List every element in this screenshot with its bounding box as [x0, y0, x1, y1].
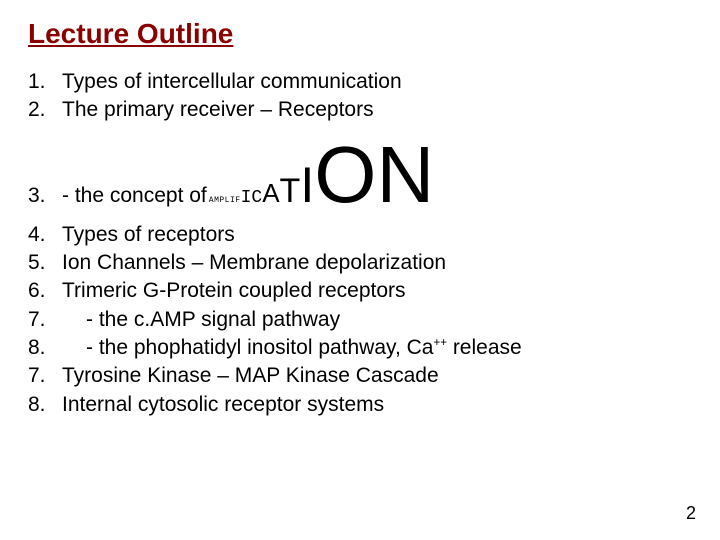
amp-seg-4: T — [280, 169, 301, 215]
slide-title: Lecture Outline — [28, 18, 692, 50]
superscript: ++ — [433, 337, 447, 349]
amp-seg-1: AMPLIF — [209, 196, 241, 207]
list-item: 8. - the phophatidyl inositol pathway, C… — [28, 334, 692, 362]
item-text: - the c.AMP signal pathway — [62, 306, 340, 334]
amp-seg-6: ON — [314, 143, 434, 207]
item-text: - the phophatidyl inositol pathway, Ca++… — [62, 334, 522, 362]
item-text: The primary receiver – Receptors — [62, 96, 374, 124]
item-number: 2. — [28, 96, 62, 124]
item-number: 1. — [28, 68, 62, 96]
item-text: Types of intercellular communication — [62, 68, 402, 96]
amplification-word: AMPLIF IC A T I ON — [209, 143, 434, 215]
list-item: 5. Ion Channels – Membrane depolarizatio… — [28, 249, 692, 277]
item-prefix: - the concept of — [62, 182, 207, 210]
page-number: 2 — [686, 503, 696, 524]
list-item: 6. Trimeric G-Protein coupled receptors — [28, 277, 692, 305]
list-item: 7. Tyrosine Kinase – MAP Kinase Cascade — [28, 362, 692, 390]
item-number: 8. — [28, 391, 62, 419]
amp-seg-5: I — [300, 163, 314, 208]
item-number: 3. — [28, 182, 62, 210]
item-number: 7. — [28, 362, 62, 390]
item-text: Trimeric G-Protein coupled receptors — [62, 277, 406, 305]
item-number: 7. — [28, 306, 62, 334]
item-number: 8. — [28, 334, 62, 362]
list-item: 1. Types of intercellular communication — [28, 68, 692, 96]
item-number: 4. — [28, 221, 62, 249]
outline-list: 1. Types of intercellular communication … — [28, 68, 692, 419]
item-text: Tyrosine Kinase – MAP Kinase Cascade — [62, 362, 439, 390]
list-item-amplification: 3. - the concept of AMPLIF IC A T I ON — [28, 143, 692, 215]
list-item: 4. Types of receptors — [28, 221, 692, 249]
item-text: Internal cytosolic receptor systems — [62, 391, 384, 419]
list-item: 8. Internal cytosolic receptor systems — [28, 391, 692, 419]
item-text: Ion Channels – Membrane depolarization — [62, 249, 446, 277]
amp-seg-2: IC — [241, 186, 263, 210]
amp-seg-3: A — [262, 176, 279, 211]
item-number: 5. — [28, 249, 62, 277]
list-item: 2. The primary receiver – Receptors — [28, 96, 692, 124]
item-text: Types of receptors — [62, 221, 235, 249]
list-item: 7. - the c.AMP signal pathway — [28, 306, 692, 334]
item-number: 6. — [28, 277, 62, 305]
